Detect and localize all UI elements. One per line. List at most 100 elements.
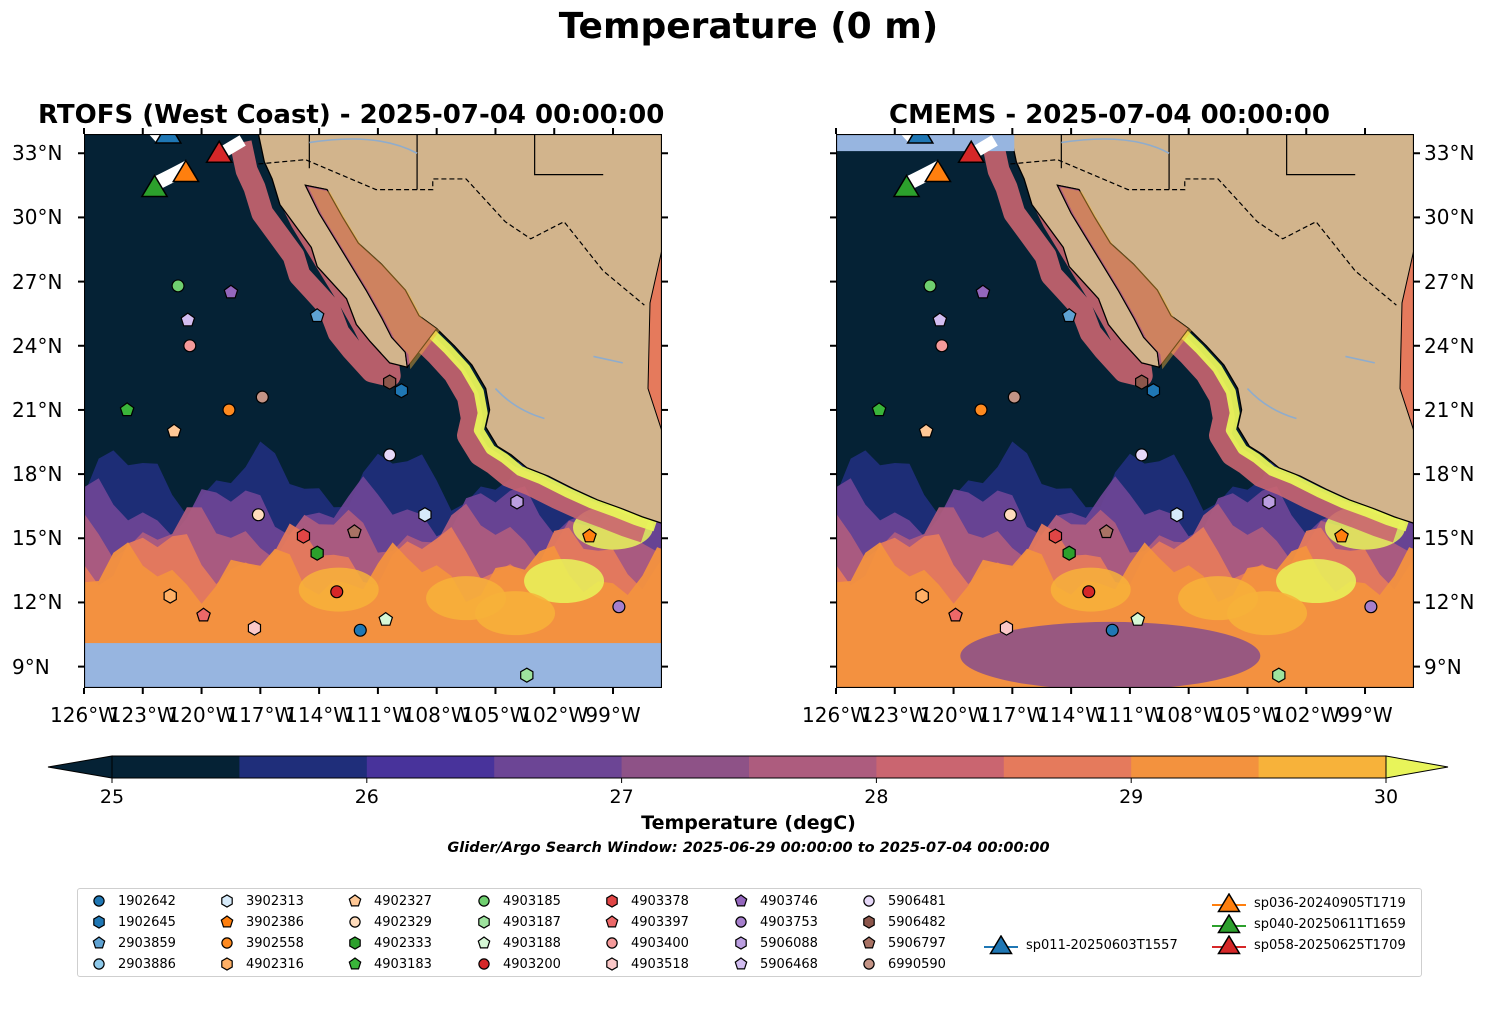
lat-label: 21°N [1424, 397, 1475, 422]
float-marker-4903185 [923, 279, 937, 293]
lat-label: 18°N [1424, 462, 1475, 487]
us-mexico-border [258, 159, 645, 306]
legend-label: 3902558 [246, 935, 304, 951]
float-marker-4902329 [251, 508, 265, 522]
float-marker-3902558 [222, 403, 236, 417]
float-marker-4903188 [1130, 611, 1146, 626]
lon-label: 105°W [1213, 703, 1282, 727]
lat-label: 33°N [12, 141, 63, 166]
colorbar-tick-label: 30 [1373, 786, 1399, 808]
lon-label: 111°W [1095, 703, 1164, 727]
glider-marker-sp011-20250603T1557 [906, 134, 935, 144]
legend-label: 4903200 [503, 956, 561, 972]
hexagon-marker-icon [606, 894, 618, 908]
float-marker-5906797 [346, 524, 362, 539]
glider-marker-sp058-20250625T1709 [957, 139, 986, 164]
legend-label: 2903859 [118, 935, 176, 951]
panel-title-cmems: CMEMS - 2025-07-04 00:00:00 [889, 100, 1330, 130]
legend-label: 3902386 [246, 914, 304, 930]
float-marker-4903753 [612, 600, 626, 614]
lon-label: 126°W [50, 703, 118, 727]
glider-track [148, 134, 167, 143]
legend-marker [1217, 914, 1241, 934]
rivers [1061, 138, 1375, 420]
lon-label: 126°W [802, 703, 870, 727]
colorbar-segment [1131, 756, 1260, 778]
pentagon-marker-icon [605, 915, 619, 928]
lon-label: 117°W [226, 703, 295, 727]
legend-marker [1217, 893, 1241, 913]
float-marker-2903859 [309, 308, 325, 323]
legend-label: 5906088 [760, 935, 818, 951]
float-marker-4903397 [948, 607, 963, 622]
triangle-marker-icon [1212, 893, 1246, 913]
legend-item-6990590: 6990590 [858, 954, 946, 974]
float-marker-3902313 [1170, 507, 1184, 523]
pentagon-marker-icon [220, 915, 234, 928]
legend-marker [349, 936, 361, 950]
temperature-contour [426, 576, 507, 621]
legend-label: 4903753 [760, 914, 818, 930]
colorbar-frame [111, 755, 1387, 779]
triangle-marker-icon [984, 935, 1018, 955]
lat-label: 30°N [1424, 205, 1475, 230]
lon-label: 102°W [520, 703, 589, 727]
legend-item-5906797: 5906797 [858, 933, 946, 953]
legend-item-4902329: 4902329 [344, 912, 432, 932]
float-marker-4902329 [1003, 508, 1017, 522]
float-marker-4903183 [119, 402, 135, 417]
legend-item-4903187: 4903187 [473, 912, 561, 932]
pentagon-marker-icon [734, 957, 748, 970]
legend-marker [221, 957, 233, 971]
circle-marker-icon [478, 958, 490, 970]
legend-label: 5906481 [888, 893, 946, 909]
hexagon-marker-icon [221, 894, 233, 908]
legend-marker [477, 936, 491, 949]
legend-item-sp058-20250625T1709: sp058-20250625T1709 [1212, 935, 1406, 955]
legend-marker [606, 937, 618, 949]
legend-marker [734, 894, 748, 907]
lat-label: 27°N [1424, 269, 1475, 294]
legend-label: 4902316 [246, 956, 304, 972]
legend-item-2903886: 2903886 [88, 954, 176, 974]
hexagon-marker-icon [863, 915, 875, 929]
float-marker-1902645 [1146, 383, 1161, 399]
pentagon-marker-icon [348, 894, 362, 907]
pentagon-marker-icon [92, 936, 106, 949]
lon-label: 123°W [108, 703, 177, 727]
legend-marker [735, 936, 747, 950]
lat-label: 24°N [1424, 333, 1475, 358]
circle-marker-icon [478, 895, 490, 907]
lon-label: 120°W [919, 703, 988, 727]
float-marker-1902642 [353, 623, 367, 637]
colorbar-segment [1003, 756, 1132, 778]
float-marker-4903400 [935, 339, 949, 353]
circle-marker-icon [863, 895, 875, 907]
legend-marker [734, 957, 748, 970]
colorbar-segment [494, 756, 623, 778]
legend-marker [735, 916, 747, 928]
float-marker-4903400 [183, 339, 197, 353]
legend-item-4902333: 4902333 [344, 933, 432, 953]
legend-item-sp040-20250611T1659: sp040-20250611T1659 [1212, 914, 1406, 934]
legend-marker [606, 957, 618, 971]
legend: 1902642 1902645 2903859 2903886 3902313 39023… [77, 888, 1422, 977]
legend-marker [606, 894, 618, 908]
legend-label: 6990590 [888, 956, 946, 972]
circle-marker-icon [606, 937, 618, 949]
legend-marker [863, 958, 875, 970]
legend-marker [221, 937, 233, 949]
legend-label: 1902645 [118, 914, 176, 930]
legend-label: 4903518 [631, 956, 689, 972]
lat-label: 12°N [12, 590, 63, 615]
float-marker-4903200 [1082, 585, 1096, 599]
lon-label: 108°W [402, 703, 471, 727]
float-marker-4902333 [310, 545, 324, 561]
legend-marker [220, 915, 234, 928]
legend-marker [93, 915, 105, 929]
legend-label: 4902329 [374, 914, 432, 930]
colorbar-tick-label: 27 [609, 786, 634, 808]
legend-label: sp011-20250603T1557 [1026, 937, 1178, 953]
circle-marker-icon [735, 916, 747, 928]
lat-label: 12°N [1424, 590, 1475, 615]
